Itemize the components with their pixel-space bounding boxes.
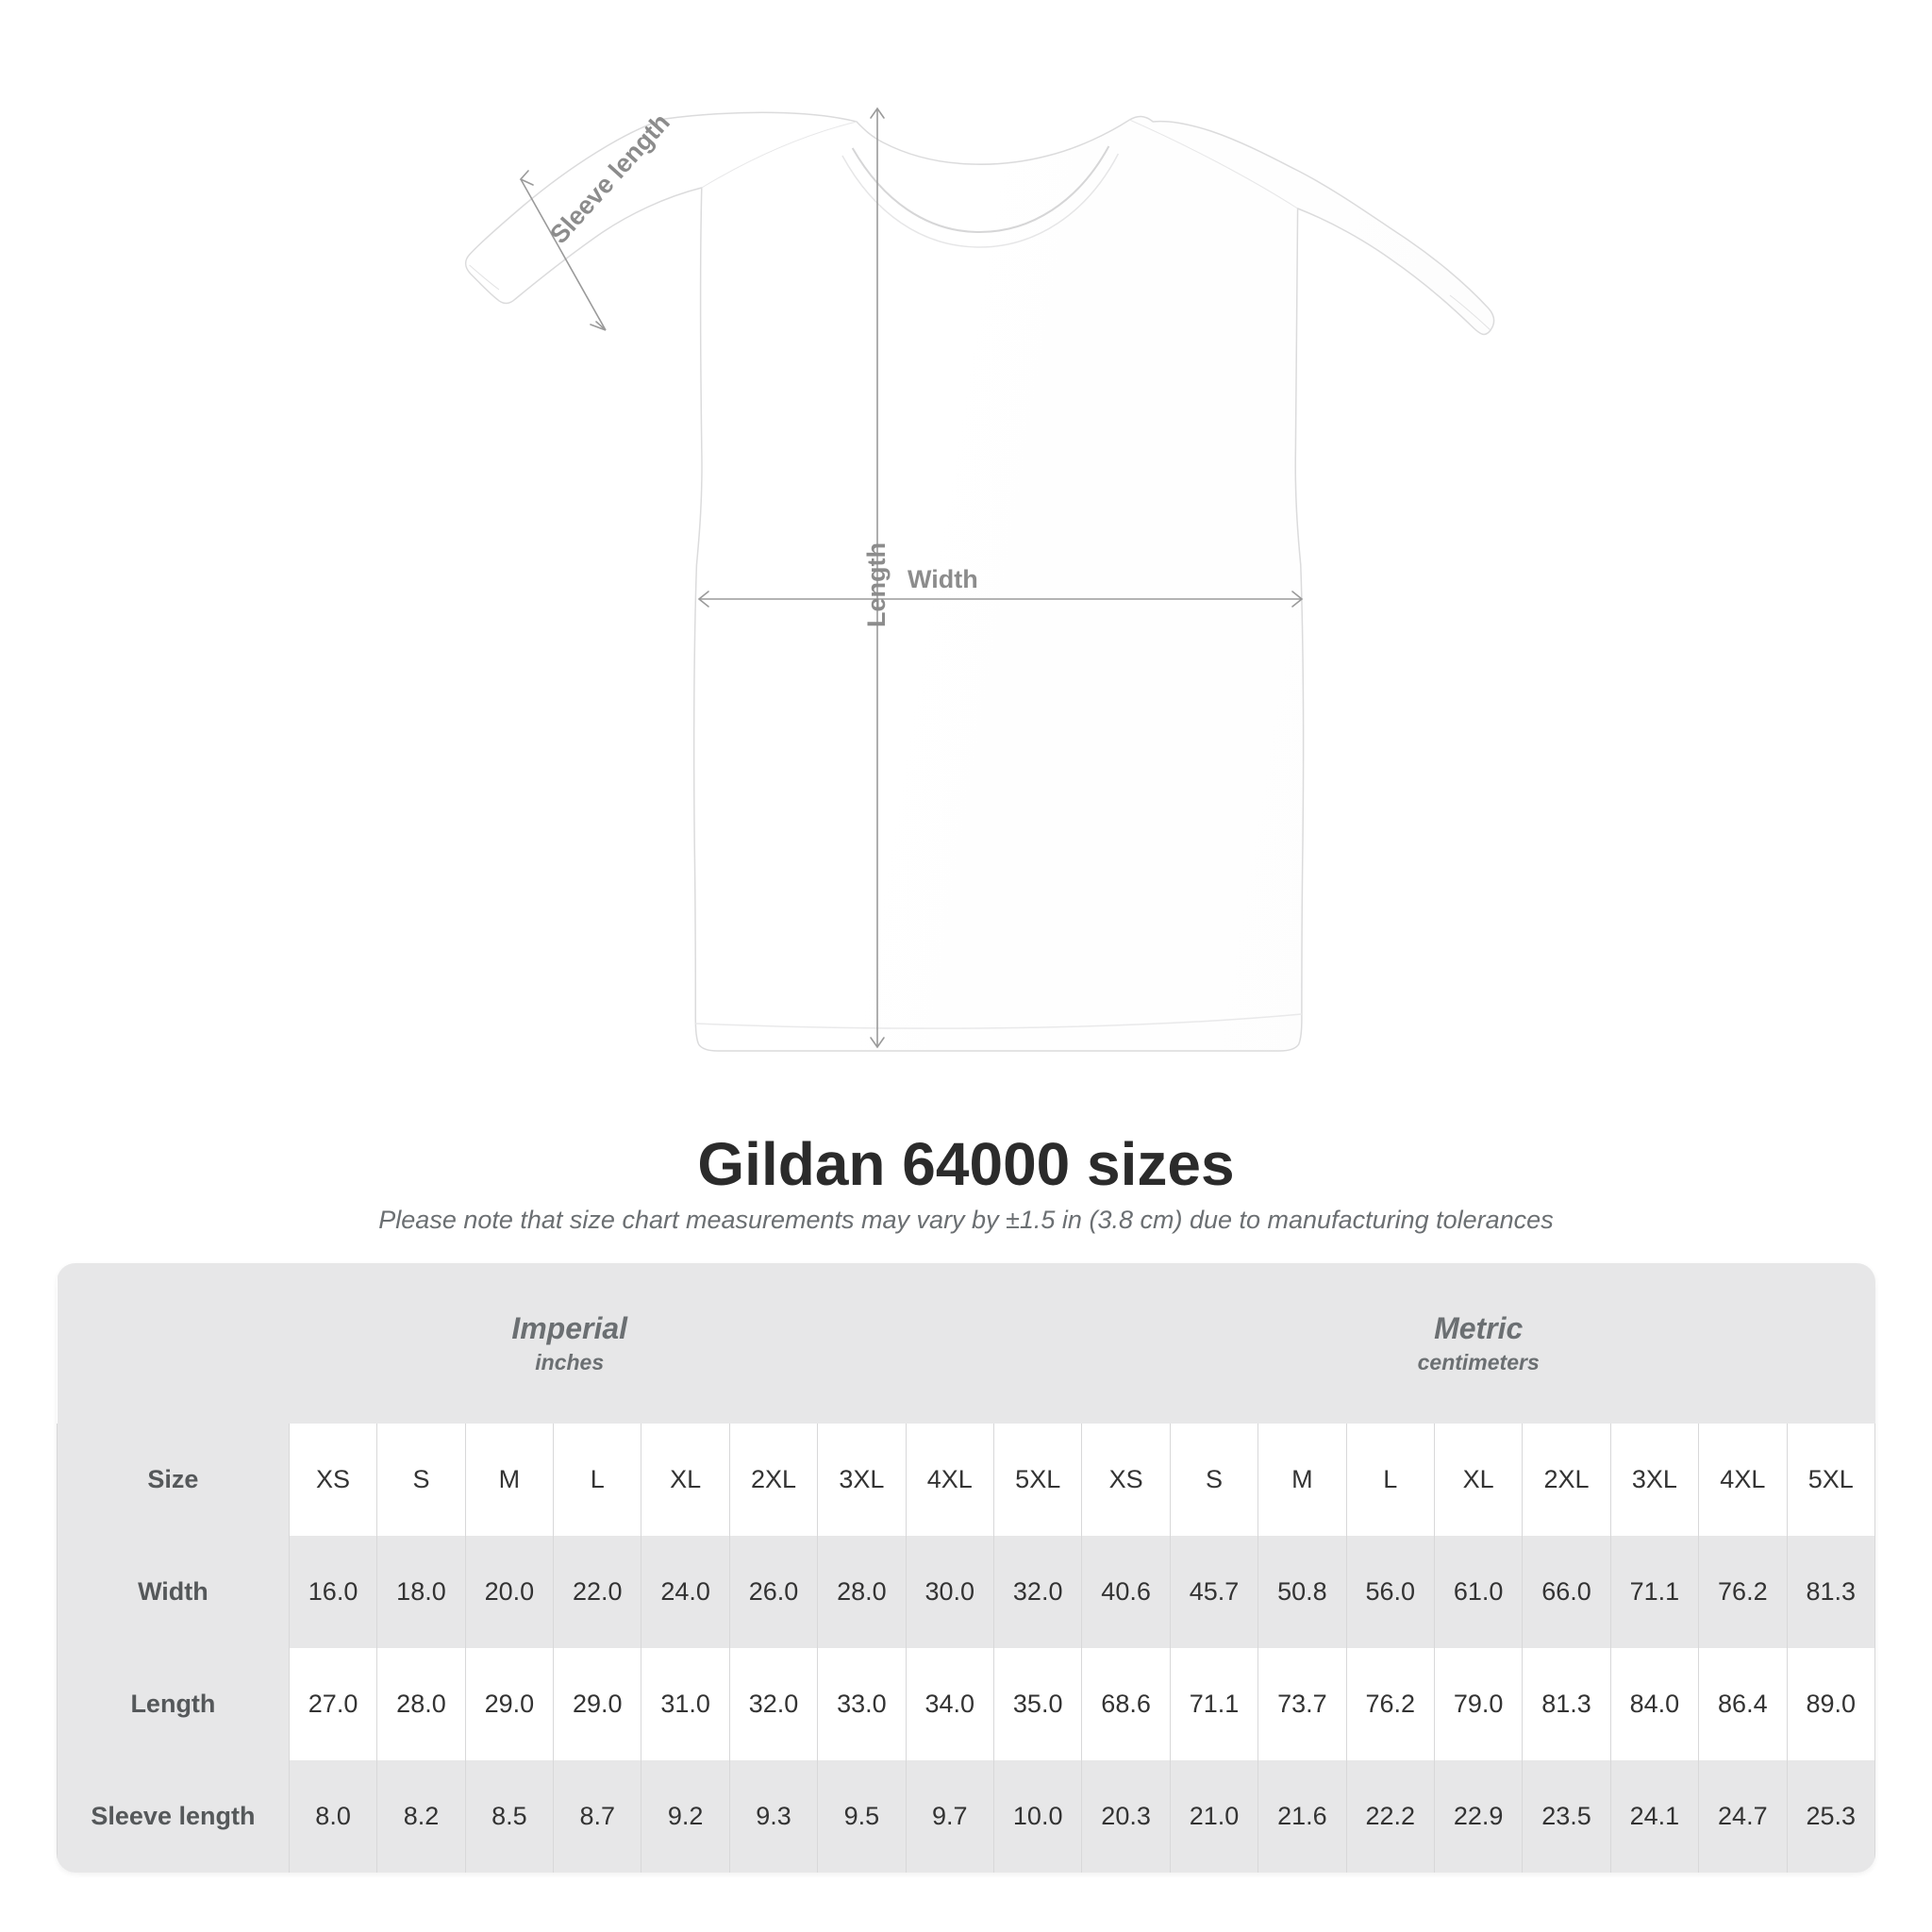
svg-text:Length: Length <box>862 542 891 627</box>
svg-text:Width: Width <box>908 565 978 593</box>
